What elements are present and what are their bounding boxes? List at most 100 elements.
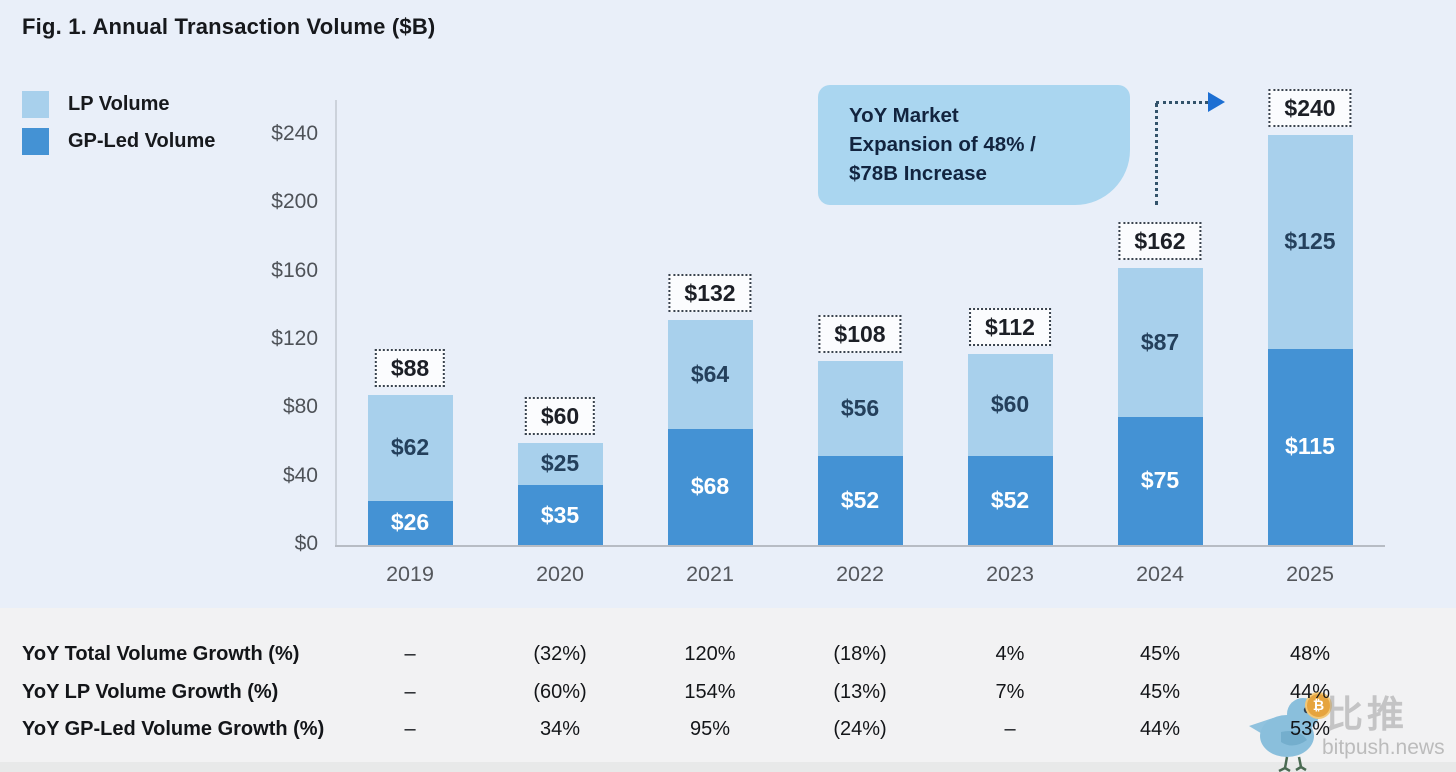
table-cell-2022: (13%) [833,680,887,703]
table-row-label: YoY GP-Led Volume Growth (%) [22,718,325,740]
gp-segment-value: $52 [990,487,1030,514]
legend-label-lp-volume: LP Volume [68,93,170,115]
table-cell-2020: (60%) [533,680,587,703]
stacked-bar-2024: $87 $75 [1117,268,1203,545]
callout-line-3: $78B Increase [849,162,987,185]
legend-label-gp-led-volume: GP-Led Volume [68,130,216,152]
table-row: YoY LP Volume Growth (%) – (60%) 154% (13%) 7… [0,681,1456,709]
callout-bubble: YoY Market Expansion of 48% / $78B Incre… [818,85,1130,205]
y-axis-tick-label: $120 [271,327,318,350]
gp-led-volume-segment-2021: $68 [667,428,753,545]
table-cell-2020: 34% [539,718,581,740]
legend-item-lp-volume: LP Volume [22,91,215,118]
callout-connector-horizontal-dotted-line [1156,101,1208,104]
callout-connector-vertical-dotted-line [1155,103,1158,205]
x-axis-label-2020: 2020 [536,562,584,586]
table-cell-2024: 45% [1139,680,1181,703]
plot-area: $0 $40 $80 $120 $160 $200 $240 $62 $26 $88 $25 $35… [271,89,1385,586]
gp-segment-value: $35 [540,501,580,528]
x-axis-line [335,545,1385,547]
callout-line-1: YoY Market [849,104,959,127]
gp-led-volume-segment-2024: $75 [1117,416,1203,545]
arrow-right-icon [1208,92,1225,112]
lp-volume-segment-2023: $60 [967,353,1053,457]
table-row-label: YoY Total Volume Growth (%) [22,643,300,665]
x-axis-label-2019: 2019 [386,562,434,586]
table-cell-2021: 95% [689,718,731,740]
table-cell-2025: 44% [1289,680,1331,703]
x-axis-label-2025: 2025 [1286,562,1334,586]
table-cell-2019: – [404,643,416,665]
lp-segment-value: $60 [990,391,1030,418]
lp-volume-segment-2025: $125 [1267,135,1353,349]
lp-segment-value: $125 [1284,228,1336,255]
lp-volume-segment-2024: $87 [1117,268,1203,417]
stacked-bar-2021: $64 $68 [667,319,753,546]
y-axis-tick-label: $160 [271,258,318,282]
lp-segment-value: $56 [840,394,880,421]
lp-segment-value: $64 [690,360,730,387]
table-cell-2021: 120% [684,643,736,665]
total-value-label-2024: $162 [1118,222,1202,261]
total-value-label-2020: $60 [524,396,596,435]
figure-title: Fig. 1. Annual Transaction Volume ($B) [22,14,436,39]
lp-volume-segment-2020: $25 [517,442,603,486]
table-row: YoY Total Volume Growth (%) – (32%) 120% (18… [0,643,1456,671]
lp-volume-segment-2019: $62 [367,394,453,501]
watermark-site-text: bitpush.news [1322,736,1445,759]
table-background [0,608,1456,772]
y-axis-tick-label: $80 [282,395,318,419]
x-axis-label-2021: 2021 [686,562,734,586]
table-cell-2020: (32%) [533,643,587,665]
x-axis-label-2023: 2023 [986,562,1034,586]
lp-segment-value: $87 [1140,329,1180,356]
bottom-band [0,762,1456,772]
y-axis-tick-label: $40 [282,463,318,487]
y-axis-tick-label: $240 [271,122,318,145]
total-value-label-2023: $112 [969,307,1051,346]
stacked-bar-2025: $125 $115 [1267,135,1353,545]
table-cell-2023: 4% [995,643,1025,665]
table-cell-2021: 154% [684,680,736,703]
stacked-bar-2019: $62 $26 [367,394,453,545]
lp-segment-value: $25 [540,450,580,477]
stacked-bar-2022: $56 $52 [817,360,903,546]
stacked-bar-2023: $60 $52 [967,353,1053,545]
table-cell-2025: 48% [1289,643,1331,665]
bitcoin-coin-icon: ₿ [1305,692,1332,719]
table-row-label: YoY LP Volume Growth (%) [22,680,279,703]
table-cell-2022: (24%) [833,718,887,740]
x-axis-label-2024: 2024 [1136,562,1184,586]
table-cell-2024: 44% [1139,718,1181,740]
y-axis-tick-label: $200 [271,190,318,214]
total-value-label-2022: $108 [818,314,902,353]
legend: LP Volume GP-Led Volume [22,91,215,155]
table-cell-2019: – [404,680,416,703]
lp-volume-segment-2022: $56 [817,360,903,457]
total-value-label-2025: $240 [1268,89,1352,127]
gp-led-volume-segment-2025: $115 [1267,348,1353,545]
gp-segment-value: $115 [1285,433,1335,460]
gp-led-volume-segment-2022: $52 [817,456,903,545]
legend-item-gp-led-volume: GP-Led Volume [22,128,215,155]
gp-led-volume-segment-2020: $35 [517,485,603,545]
gp-led-volume-swatch [22,128,49,155]
x-axis-label-2022: 2022 [836,562,884,586]
gp-segment-value: $68 [690,473,730,500]
y-axis-tick-label: $0 [294,532,318,555]
table-cell-2023: 7% [995,680,1025,703]
table-row: YoY GP-Led Volume Growth (%) – 34% 95% (24%)… [0,718,1456,746]
gp-segment-value: $52 [840,487,880,514]
table-cell-2023: – [1004,718,1016,740]
gp-segment-value: $75 [1140,467,1180,494]
gp-led-volume-segment-2023: $52 [967,456,1053,545]
total-value-label-2021: $132 [668,273,752,312]
total-value-label-2019: $88 [374,348,446,387]
gp-led-volume-segment-2019: $26 [367,500,453,545]
callout-line-2: Expansion of 48% / [849,133,1036,156]
lp-segment-value: $62 [390,434,430,461]
watermark-chinese-text: 比推 [1326,694,1408,735]
table-cell-2025: 53% [1289,718,1331,740]
lp-volume-swatch [22,91,49,118]
